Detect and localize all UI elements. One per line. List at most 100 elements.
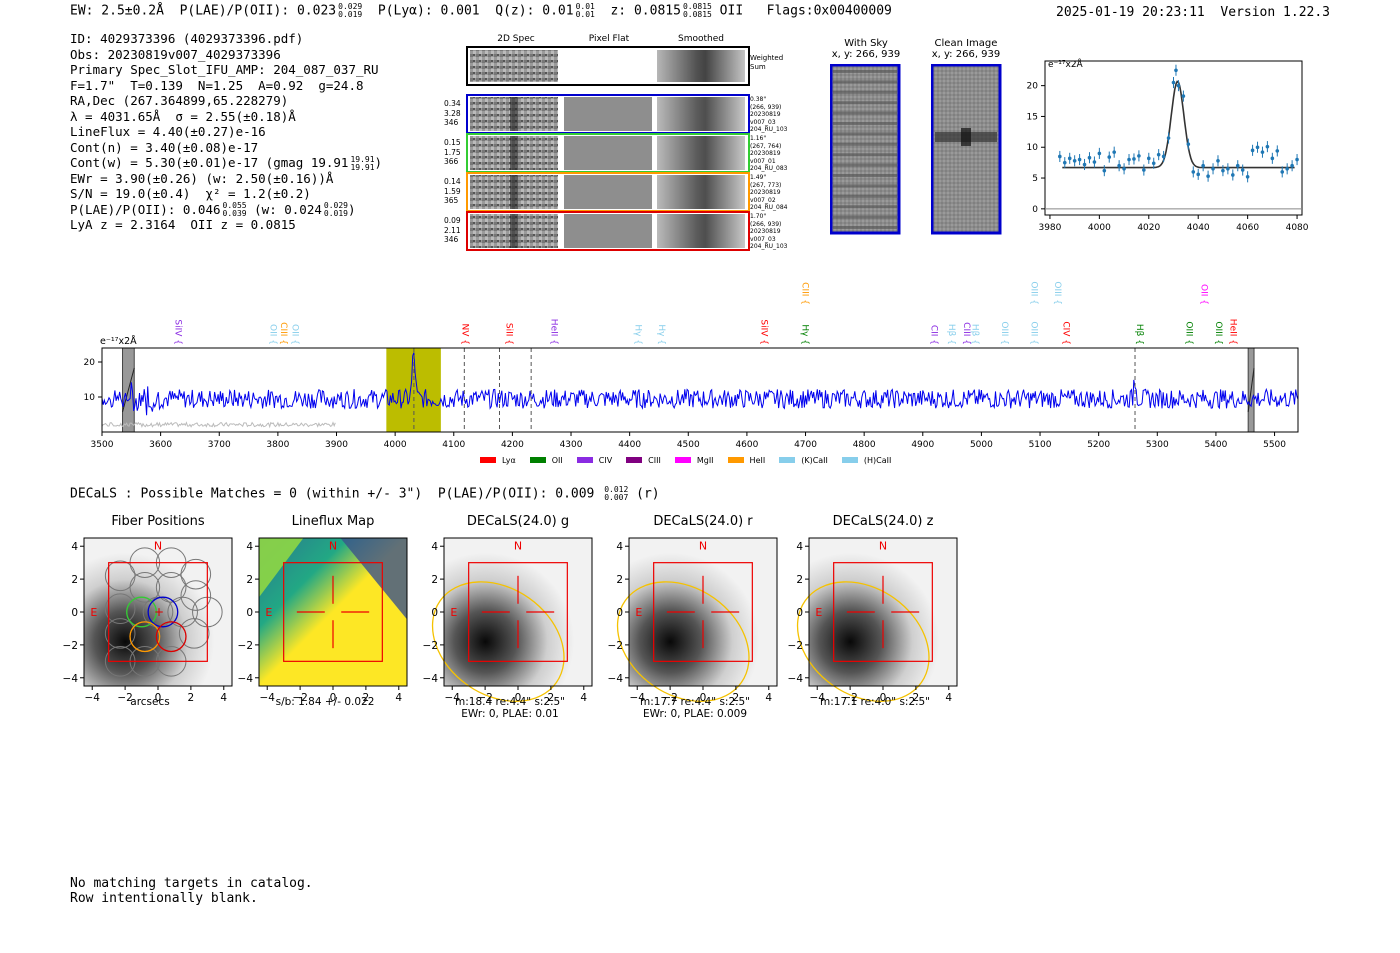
zoom-data-point	[1082, 162, 1087, 167]
line-id-label: OIII {	[1028, 321, 1038, 345]
panel-xtick-label: −2	[117, 692, 132, 704]
cutout-pixelflat	[564, 214, 652, 248]
panel-xtick-label: 4	[580, 692, 587, 704]
weighted-sum-smoothed	[657, 50, 745, 82]
panel-xtick-label: 2	[363, 692, 370, 704]
info-lineflux: LineFlux = 4.40(±0.27)e-16	[70, 124, 266, 139]
compass-north: N	[154, 540, 162, 553]
fiber-circle	[104, 593, 136, 625]
spectrum-ylabel: e⁻¹⁷x2Å	[100, 336, 137, 347]
full-spectrum-chart: 3500 3600 3700 3800 3900 4000 4100 4200 4300 4400…	[84, 281, 1299, 450]
col-header-smoothed: Smoothed	[678, 34, 724, 44]
cutout-heatmap	[629, 538, 777, 686]
zoom-data-point	[1221, 168, 1225, 173]
panel-xtick-label: 0	[880, 692, 887, 704]
search-box	[283, 562, 383, 662]
legend-swatch	[480, 457, 496, 463]
zoom-data-point	[1166, 136, 1171, 140]
panel-ytick-label: −2	[608, 640, 623, 652]
panel-xtick-label: 4	[945, 692, 952, 704]
zoom-data-point	[1240, 168, 1245, 172]
zoom-ytick-label: 5	[1032, 174, 1038, 184]
line-id-label: Hβ {	[1134, 324, 1144, 345]
legend-label: CIII	[648, 455, 661, 465]
panel-ytick-label: −2	[788, 640, 803, 652]
panel-image: N E −4 −4 −2 −2 0 0 2 2 4 4	[608, 537, 778, 704]
compass-north: N	[879, 540, 887, 553]
panel-ytick-label: 2	[796, 574, 803, 586]
spectrum-xtick-label: 4200	[501, 440, 524, 450]
legend-swatch	[841, 457, 858, 463]
zoom-data-point	[1231, 173, 1235, 177]
panel-title: DECaLS(24.0) r	[653, 514, 753, 529]
zoom-data-point	[1062, 160, 1067, 165]
spectrum-xtick-label: 4900	[911, 440, 934, 450]
panel-xtick-label: 2	[188, 692, 195, 704]
zoom-line-chart: 3980 4000 4020 4040 4060 4080 0 5 10 15 20	[1027, 60, 1309, 233]
zoom-data-point	[1151, 161, 1156, 166]
cutout-smoothed	[657, 175, 745, 209]
panel-xtick-label: 0	[330, 692, 337, 704]
flags-value: Flags:0x00400009	[766, 3, 892, 19]
clean-image	[931, 64, 1002, 235]
panel-xtick-label: 2	[733, 692, 740, 704]
panel-ytick-label: 0	[71, 607, 78, 619]
zoom-data-point	[1087, 155, 1092, 160]
zoom-xtick-label: 4020	[1137, 223, 1160, 233]
line-id-label: OIII {	[1213, 321, 1223, 345]
info-radec: RA,Dec (267.364899,65.228279)	[70, 93, 289, 108]
panel-xtick-label: −2	[842, 692, 857, 704]
line-id-label: Hβ {	[970, 324, 980, 345]
panel-caption: arcsecs	[55, 696, 245, 708]
panel-image: N E −4 −4 −2 −2 0 0 2 2 4 4	[788, 537, 958, 704]
zoom-data-point	[1137, 154, 1141, 158]
highlight-fiber	[126, 596, 158, 628]
zoom-data-point	[1196, 172, 1201, 177]
legend-item: HeII	[727, 456, 765, 465]
zoom-data-point	[1072, 158, 1077, 163]
panel-caption: m:18.4 re:4.4" s:2.5" EWr: 0, PLAE: 0.01	[415, 696, 605, 720]
zoom-ylabel: e⁻¹⁷x2Å	[1048, 60, 1083, 70]
zoom-ytick-label: 15	[1027, 112, 1038, 122]
panel-caption-line-1: m:17.7 re:4.4" s:2.5"	[640, 696, 750, 708]
info-contw: Cont(w) = 5.30(±0.01)e-17 (gmag 19.91 19.…	[70, 154, 383, 172]
zoom-xtick-label: 4000	[1088, 223, 1111, 233]
line-id-label: CIII {	[961, 322, 971, 345]
panel-xtick-label: 0	[155, 692, 162, 704]
panel-xtick-label: −4	[809, 692, 825, 704]
spectrum-xtick-label: 4600	[735, 440, 758, 450]
panel-caption-line-1: s/b: 1.84 +/- 0.022	[275, 696, 375, 708]
panel-xtick-label: −2	[292, 692, 307, 704]
legend-label: MgII	[696, 455, 714, 465]
line-id-label: NV {	[460, 324, 470, 345]
spectrum-xtick-label: 4500	[677, 440, 700, 450]
zoom-data-point	[1295, 157, 1299, 162]
col-header-2dspec: 2D Spec	[497, 34, 535, 44]
spectrum-ytick-label: 10	[84, 393, 96, 403]
zoom-data-point	[1181, 94, 1186, 98]
info-sn: S/N = 19.0(±0.4) χ² = 1.2(±0.2)	[70, 186, 311, 201]
cutout-right-label: 1.16" (267, 764) 20230819 v007_01 204_RU_083	[750, 135, 788, 173]
zoom-axes-frame	[1044, 60, 1303, 216]
line-id-label: CIII {	[800, 282, 810, 305]
spectrum-xtick-label: 5200	[1087, 440, 1110, 450]
panel-title: Fiber Positions	[111, 514, 205, 529]
footer-line-2: Row intentionally blank.	[70, 891, 258, 906]
spectrum-xtick-label: 5400	[1204, 440, 1227, 450]
qz-value: Q(z): 0.01	[495, 3, 574, 19]
zoom-data-point	[1226, 167, 1230, 171]
panel-ytick-label: −4	[788, 673, 804, 685]
line-id-label: OII {	[290, 324, 300, 345]
fiber-circle	[129, 572, 161, 603]
panel-xtick-label: 4	[220, 692, 227, 704]
center-marker: +	[154, 605, 164, 619]
line-id-label: SiIV {	[172, 319, 182, 345]
with-sky-title: With Sky x, y: 266, 939	[831, 38, 901, 60]
zoom-data-point	[1107, 155, 1112, 159]
panel-xtick-label: 2	[548, 692, 555, 704]
info-ewr: EWr = 3.90(±0.26) (w: 2.50(±0.16))Å	[70, 170, 334, 186]
panel-ytick-label: 2	[431, 574, 438, 586]
spectrum-xtick-label: 3800	[266, 440, 289, 450]
panel-xtick-label: −4	[259, 692, 275, 704]
spectrum-ytick-label: 20	[84, 358, 96, 368]
